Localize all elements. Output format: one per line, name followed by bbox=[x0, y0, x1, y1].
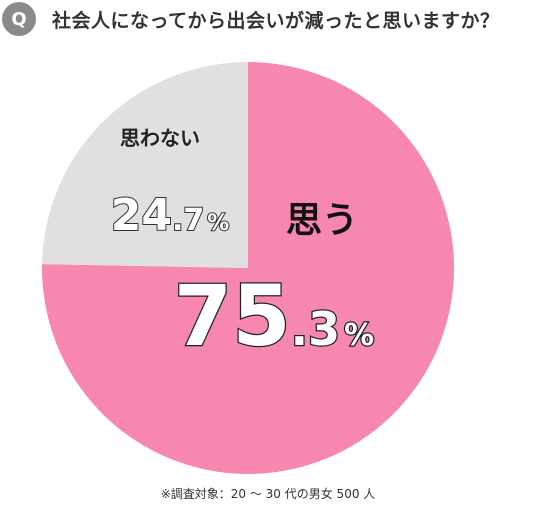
slice-value-disagree: 24.7% bbox=[111, 190, 230, 241]
value-int-agree: 75 bbox=[174, 267, 291, 365]
pie-slice-disagree bbox=[42, 62, 248, 268]
slice-label-agree: 思う bbox=[286, 200, 358, 241]
slice-label-disagree: 思わない bbox=[120, 126, 200, 150]
value-dec-disagree: .7 bbox=[172, 203, 204, 238]
question-badge: Q bbox=[2, 2, 36, 36]
value-unit-disagree: % bbox=[207, 211, 229, 236]
value-dec-agree: .3 bbox=[291, 302, 340, 356]
question-title: 社会人になってから出会いが減ったと思いますか？ bbox=[52, 10, 500, 32]
survey-footnote: ※調査対象：20 〜 30 代の男女 500 人 bbox=[160, 487, 376, 501]
pie-slice-agree bbox=[42, 61, 455, 475]
slice-value-agree: 75.3% bbox=[174, 267, 374, 365]
value-int-disagree: 24 bbox=[111, 190, 172, 241]
value-unit-agree: % bbox=[344, 318, 374, 353]
